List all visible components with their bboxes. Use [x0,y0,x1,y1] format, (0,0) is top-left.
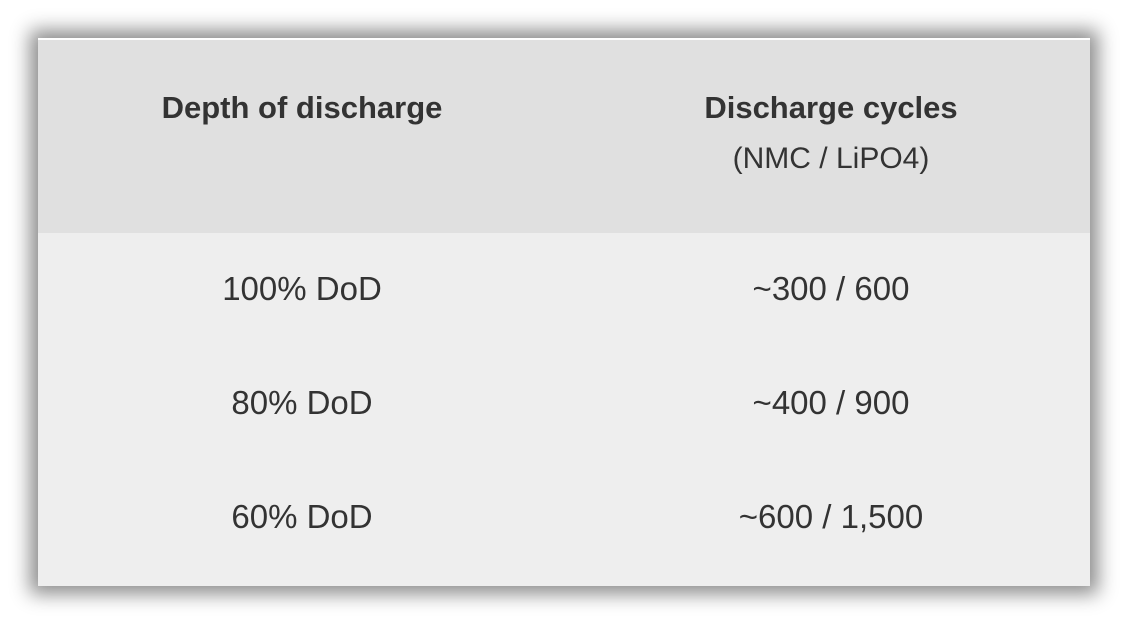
cell-depth: 80% DoD [231,384,373,421]
header-label: Depth of discharge [161,90,443,125]
cell-cycles: ~300 / 600 [752,270,910,307]
cell-depth: 60% DoD [231,498,373,535]
table-row: 60% DoD ~600 / 1,500 [38,461,1090,575]
cell-depth: 100% DoD [222,270,382,307]
cell-cycles: ~600 / 1,500 [738,498,924,535]
header-label: Discharge cycles [704,90,958,125]
discharge-table: Depth of discharge Discharge cycles (NMC … [38,38,1090,586]
table-row: 100% DoD ~300 / 600 [38,233,1090,347]
table-header: Depth of discharge Discharge cycles (NMC … [38,40,1090,233]
header-depth-of-discharge: Depth of discharge [38,90,566,126]
header-sublabel: (NMC / LiPO4) [732,142,930,175]
cell-cycles: ~400 / 900 [752,384,910,421]
header-discharge-cycles: Discharge cycles (NMC / LiPO4) [566,90,1096,176]
table-row: 80% DoD ~400 / 900 [38,347,1090,461]
